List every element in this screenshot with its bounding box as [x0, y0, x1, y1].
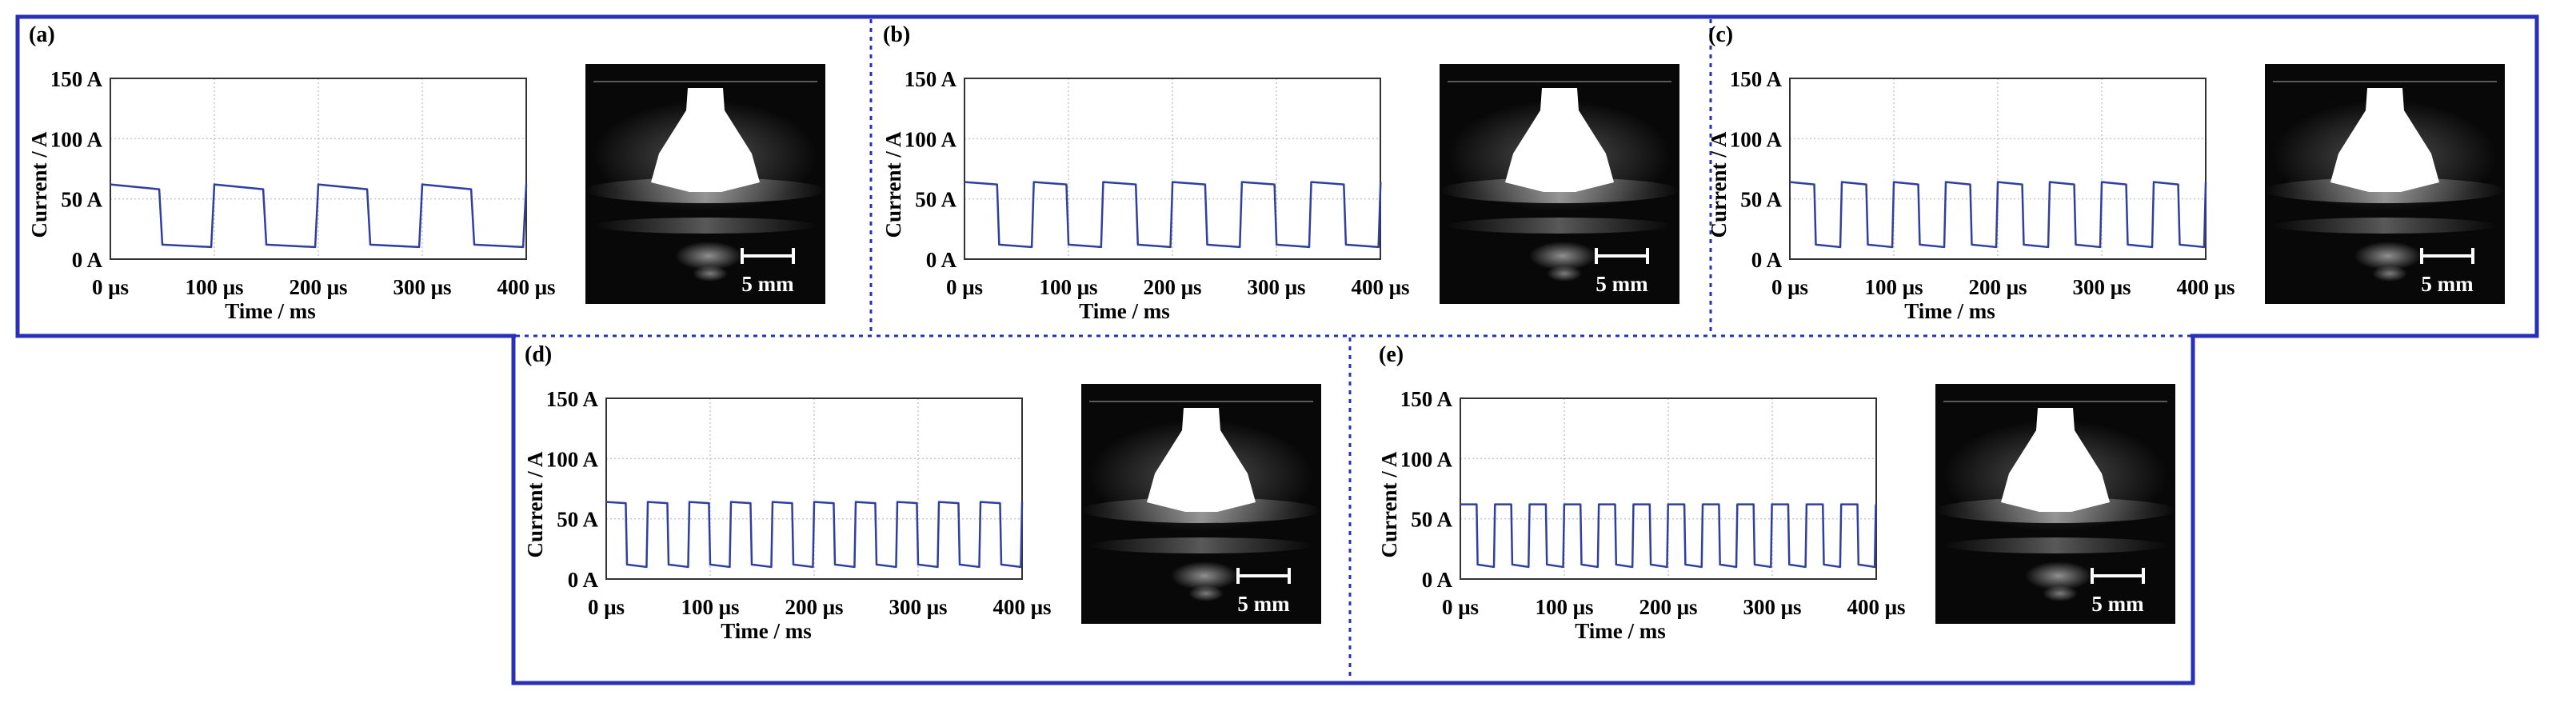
y-tick-label: 150 A — [50, 67, 103, 91]
panel-label: (b) — [883, 22, 910, 47]
x-tick-label: 200 μs — [1143, 275, 1201, 299]
plot-border — [1789, 78, 2207, 260]
plot-area — [110, 78, 526, 259]
y-axis-label: Current / A — [27, 131, 51, 238]
y-tick-label: 50 A — [61, 188, 102, 212]
x-tick-label: 300 μs — [393, 275, 451, 299]
x-tick-label: 400 μs — [1351, 275, 1409, 299]
x-tick-label: 0 μs — [92, 275, 129, 299]
panel-label: (e) — [1379, 342, 1404, 367]
panel-label: (d) — [525, 342, 552, 367]
y-axis-label: Current / A — [1377, 451, 1401, 557]
current-series-line — [1460, 503, 1877, 569]
x-axis-label: Time / ms — [721, 619, 812, 643]
panel-b: (b) 0 A 50 A 100 A 150 A 0 μs 100 μs 200 μs 300 … — [881, 22, 1679, 323]
x-tick-label: 0 μs — [1771, 275, 1808, 299]
current-series-line — [605, 501, 1024, 569]
plot-border — [1460, 397, 1877, 580]
y-tick-label: 50 A — [1740, 188, 1782, 212]
y-axis-label: Current / A — [1707, 131, 1731, 238]
y-tick-label: 0 A — [1751, 248, 1783, 272]
arc-photo: 5 mm — [1440, 64, 1679, 304]
y-tick-label: 0 A — [926, 248, 957, 272]
arc-plume — [1147, 408, 1256, 512]
x-tick-label: 400 μs — [992, 595, 1051, 619]
y-tick-label: 100 A — [546, 447, 599, 471]
arc-plume — [2001, 408, 2110, 512]
scale-bar-label: 5 mm — [2091, 592, 2144, 616]
y-tick-label: 0 A — [1422, 568, 1453, 592]
scale-bar-label: 5 mm — [1596, 272, 1648, 296]
plot-border — [110, 78, 527, 260]
x-tick-label: 200 μs — [289, 275, 347, 299]
arc-plume — [2330, 88, 2439, 192]
y-axis-label: Current / A — [881, 131, 905, 238]
scale-bar-label: 5 mm — [2421, 272, 2474, 296]
y-tick-label: 0 A — [568, 568, 599, 592]
current-series-line — [1789, 181, 2207, 249]
y-tick-label: 150 A — [905, 67, 957, 91]
y-tick-label: 100 A — [1400, 447, 1453, 471]
y-tick-label: 100 A — [50, 127, 103, 151]
x-tick-label: 400 μs — [1847, 595, 1905, 619]
panel-e: (e) 0 A 50 A 100 A 150 A 0 μs 100 μs 200 μs 300 … — [1377, 342, 2175, 643]
plot-border — [605, 397, 1023, 580]
y-axis-label: Current / A — [523, 451, 547, 557]
x-tick-label: 400 μs — [2176, 275, 2235, 299]
plot-border — [964, 78, 1381, 260]
arc-photo: 5 mm — [1081, 384, 1321, 624]
y-tick-label: 100 A — [905, 127, 957, 151]
panel-c: (c) 0 A 50 A 100 A 150 A 0 μs 100 μs 200 μs 300 … — [1707, 22, 2505, 323]
x-axis-label: Time / ms — [225, 299, 316, 323]
x-tick-label: 300 μs — [1247, 275, 1305, 299]
y-tick-label: 150 A — [1400, 387, 1453, 411]
x-tick-label: 0 μs — [946, 275, 983, 299]
arc-photo: 5 mm — [1935, 384, 2175, 624]
x-axis-label: Time / ms — [1079, 299, 1170, 323]
current-series-line — [964, 181, 1382, 249]
panel-label: (a) — [29, 22, 55, 47]
x-axis-label: Time / ms — [1904, 299, 1995, 323]
x-tick-label: 0 μs — [588, 595, 625, 619]
panel-label: (c) — [1708, 22, 1733, 47]
plot-area — [1790, 78, 2206, 259]
arc-photo: 5 mm — [585, 64, 825, 304]
x-tick-label: 100 μs — [681, 595, 739, 619]
x-tick-label: 400 μs — [497, 275, 555, 299]
x-tick-label: 100 μs — [1535, 595, 1593, 619]
x-tick-label: 300 μs — [2072, 275, 2131, 299]
x-tick-label: 100 μs — [1864, 275, 1923, 299]
scale-bar-label: 5 mm — [1237, 592, 1290, 616]
x-tick-label: 300 μs — [1743, 595, 1801, 619]
panel-d: (d) 0 A 50 A 100 A 150 A 0 μs 100 μs 200 μs 300 … — [523, 342, 1321, 643]
arc-plume — [651, 88, 760, 192]
x-tick-label: 200 μs — [1639, 595, 1697, 619]
current-series-line — [110, 183, 528, 249]
arc-plume — [1505, 88, 1614, 192]
y-tick-label: 0 A — [72, 248, 103, 272]
x-tick-label: 300 μs — [889, 595, 947, 619]
arc-photo: 5 mm — [2265, 64, 2505, 304]
x-tick-label: 200 μs — [785, 595, 843, 619]
scale-bar-label: 5 mm — [741, 272, 794, 296]
x-tick-label: 0 μs — [1442, 595, 1479, 619]
y-tick-label: 150 A — [546, 387, 599, 411]
panel-a: (a) 0 A 50 A 100 A 150 A 0 μs 100 μs 200 μs 300 … — [27, 22, 825, 323]
x-tick-label: 100 μs — [185, 275, 243, 299]
plot-area — [965, 78, 1380, 259]
y-tick-label: 50 A — [1411, 508, 1452, 532]
y-tick-label: 150 A — [1730, 67, 1783, 91]
x-axis-label: Time / ms — [1575, 619, 1666, 643]
y-tick-label: 50 A — [915, 188, 957, 212]
x-tick-label: 100 μs — [1039, 275, 1097, 299]
y-tick-label: 100 A — [1730, 127, 1783, 151]
x-tick-label: 200 μs — [1968, 275, 2027, 299]
y-tick-label: 50 A — [557, 508, 598, 532]
